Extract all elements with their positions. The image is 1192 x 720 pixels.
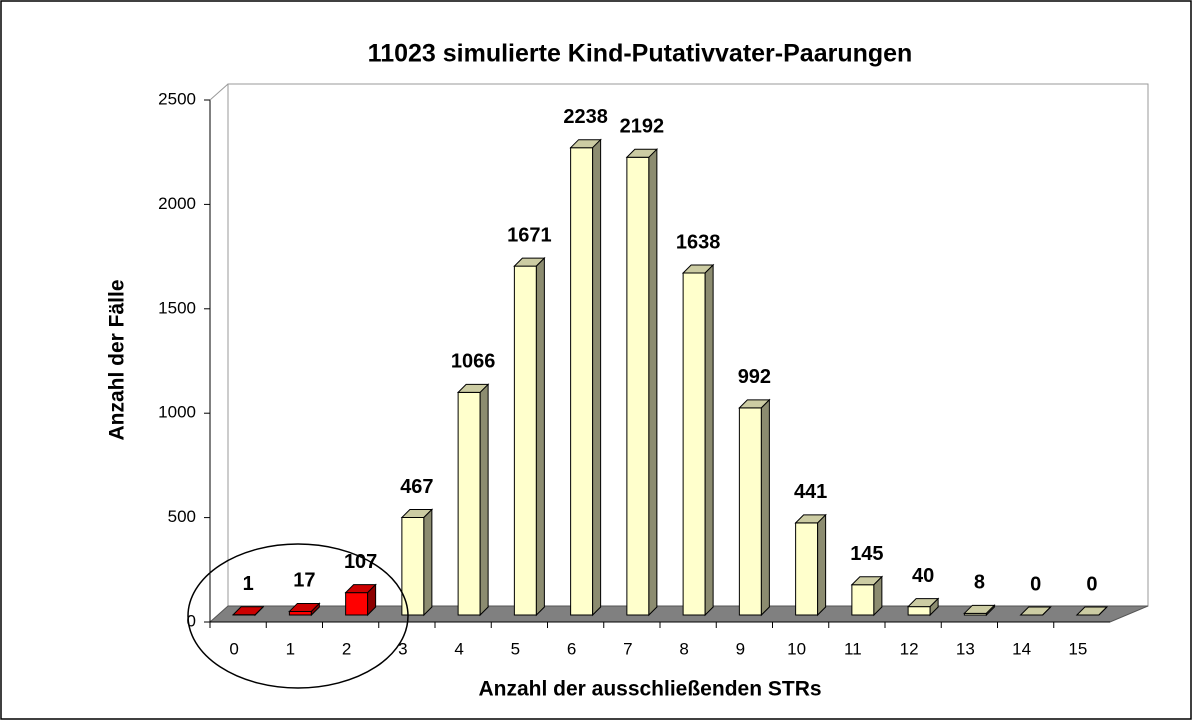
bar xyxy=(794,513,827,617)
bar-side xyxy=(985,604,995,617)
y-tick-label: 0 xyxy=(187,611,196,630)
x-tick-label: 11 xyxy=(844,639,862,658)
bar xyxy=(344,583,377,617)
bar xyxy=(288,602,321,617)
bar xyxy=(569,138,602,617)
bar-side xyxy=(1042,606,1051,616)
bar xyxy=(850,575,884,617)
x-tick-label: 6 xyxy=(567,639,576,658)
bar-front xyxy=(345,592,369,616)
x-tick-label: 14 xyxy=(1012,639,1031,658)
bar xyxy=(231,605,265,617)
x-tick-label: 8 xyxy=(679,639,688,658)
data-label: 1671 xyxy=(507,224,552,246)
bar-side xyxy=(873,575,883,617)
bar-side xyxy=(760,398,770,617)
bar-front xyxy=(626,156,650,616)
bar xyxy=(513,256,546,617)
data-label: 1 xyxy=(243,573,254,595)
bar xyxy=(906,597,940,617)
data-label: 0 xyxy=(1086,573,1097,595)
data-label: 145 xyxy=(850,543,883,565)
y-tick-label: 2500 xyxy=(158,89,196,108)
bar xyxy=(681,263,715,617)
x-tick-label: 9 xyxy=(736,639,745,658)
data-label: 1638 xyxy=(676,231,721,253)
bar-side xyxy=(479,383,489,617)
data-label: 441 xyxy=(794,481,827,503)
bar-side xyxy=(929,597,939,617)
bar-side xyxy=(310,602,320,617)
bar xyxy=(400,508,434,617)
y-axis-label: Anzahl der Fälle xyxy=(106,279,129,440)
data-label: 2238 xyxy=(563,106,608,128)
data-label: 107 xyxy=(344,551,377,573)
bar-front xyxy=(288,610,312,616)
bar-side xyxy=(704,263,714,617)
x-tick-label: 3 xyxy=(398,639,407,658)
x-tick-label: 0 xyxy=(229,639,238,658)
bar-side xyxy=(367,583,377,617)
x-tick-label: 13 xyxy=(956,639,975,658)
bar xyxy=(963,604,996,617)
x-axis-label: Anzahl der ausschließenden STRs xyxy=(478,678,821,701)
bar-side xyxy=(817,513,827,617)
bar xyxy=(1075,606,1109,616)
data-label: 467 xyxy=(400,476,433,498)
bar-front xyxy=(570,147,594,616)
bar-front xyxy=(851,584,875,616)
x-tick-label: 4 xyxy=(454,639,463,658)
highlight-ellipse xyxy=(187,543,409,689)
bar-front xyxy=(457,391,481,616)
bar xyxy=(625,148,659,617)
y-tick-label: 500 xyxy=(168,507,196,526)
x-tick-label: 12 xyxy=(900,639,919,658)
bar-side xyxy=(648,148,658,617)
bar-side xyxy=(423,508,433,617)
x-tick-label: 15 xyxy=(1068,639,1087,658)
data-label: 2192 xyxy=(620,116,665,138)
bar-side xyxy=(535,256,545,617)
data-label: 40 xyxy=(912,565,934,587)
y-tick-label: 1500 xyxy=(158,298,196,317)
data-label: 992 xyxy=(738,366,771,388)
data-label: 0 xyxy=(1030,573,1041,595)
bar xyxy=(738,398,771,617)
bar-front xyxy=(682,272,706,616)
y-tick-label: 2000 xyxy=(158,194,196,213)
wall-edge xyxy=(209,83,229,101)
bar-front xyxy=(513,265,537,616)
data-label: 17 xyxy=(293,570,315,592)
x-tick-label: 1 xyxy=(286,639,295,658)
bar-side xyxy=(592,138,602,617)
x-tick-label: 7 xyxy=(623,639,632,658)
x-tick-label: 5 xyxy=(511,639,520,658)
data-label: 1066 xyxy=(451,351,496,373)
bar-front xyxy=(907,606,931,616)
chart-title: 11023 simulierte Kind-Putativvater-Paaru… xyxy=(368,40,913,68)
bar-front xyxy=(795,522,819,616)
y-tick-label: 1000 xyxy=(158,403,196,422)
data-label: 8 xyxy=(974,572,985,594)
bar-side xyxy=(1098,606,1108,616)
x-tick-label: 2 xyxy=(342,639,351,658)
bar xyxy=(1019,606,1052,616)
plot-area: 0500100015002000250001117210734674106651… xyxy=(158,83,1149,658)
bar xyxy=(456,383,490,617)
bar-front xyxy=(738,407,762,616)
bar-side xyxy=(254,605,264,617)
x-tick-label: 10 xyxy=(787,639,806,658)
